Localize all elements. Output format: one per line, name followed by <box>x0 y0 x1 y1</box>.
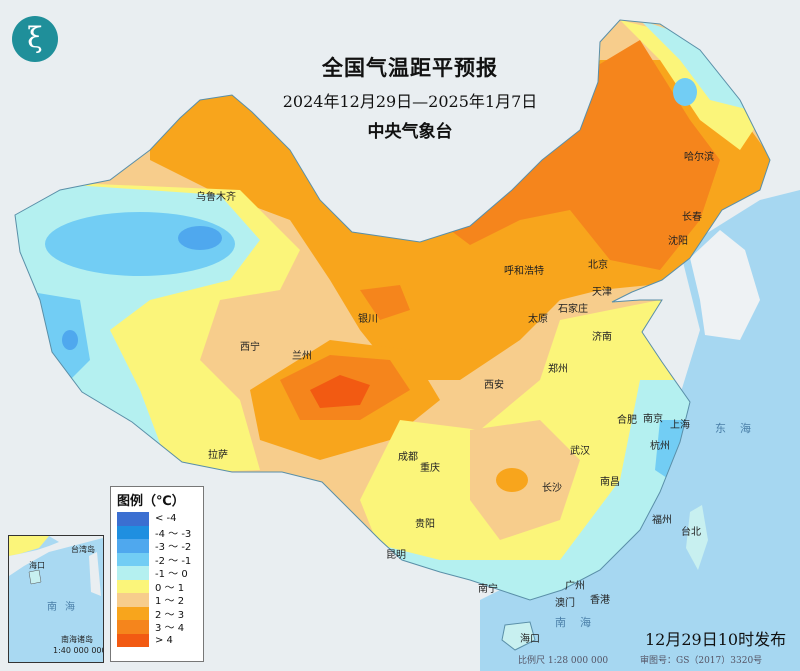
city-label: 南宁 <box>478 584 498 595</box>
legend-label: -4 ～ -3 <box>155 528 192 540</box>
city-label: 太原 <box>528 314 548 325</box>
map-scale: 比例尺 1:28 000 000 <box>518 656 609 666</box>
city-label: 兰州 <box>292 351 312 362</box>
city-label: 重庆 <box>420 463 440 474</box>
city-label: 福州 <box>652 515 672 526</box>
legend-item: 0 ～ 1 <box>111 579 203 594</box>
legend-swatch <box>117 579 149 593</box>
city-label: 贵阳 <box>415 519 435 530</box>
map-title: 全国气温距平预报 <box>322 55 498 80</box>
legend-item: -4 ～ -3 <box>111 525 203 540</box>
legend-label: 3 ～ 4 <box>155 623 185 635</box>
city-label: 上海 <box>670 420 690 431</box>
inset-label-haikou: 海口 <box>29 561 45 570</box>
inset-sea-label: 南海 <box>47 602 83 613</box>
legend-label: -2 ～ -1 <box>155 555 192 567</box>
legend-label: 1 ～ 2 <box>155 596 185 608</box>
city-label: 长春 <box>682 212 702 223</box>
city-label: 天津 <box>592 287 612 298</box>
map-header: 全国气温距平预报 2024年12月29日—2025年1月7日 中央气象台 <box>260 52 560 142</box>
legend-swatch <box>117 566 149 580</box>
legend-title: 图例（℃） <box>117 494 185 509</box>
issued-time: 12月29日10时发布 <box>645 630 787 649</box>
city-label: 石家庄 <box>558 304 588 315</box>
legend-label: 2 ～ 3 <box>155 609 185 621</box>
legend-item: > 4 <box>111 633 203 647</box>
date-range: 2024年12月29日—2025年1月7日 <box>282 92 538 111</box>
city-label: 长沙 <box>542 483 562 494</box>
city-label: 合肥 <box>617 415 637 426</box>
korea-peninsula <box>690 230 760 340</box>
legend-swatch <box>117 593 149 607</box>
legend-item: < -4 <box>111 512 203 526</box>
city-label: 银川 <box>358 314 378 325</box>
legend-item: -1 ～ 0 <box>111 566 203 580</box>
legend-label: > 4 <box>155 634 173 646</box>
city-label: 北京 <box>588 260 608 271</box>
legend-swatch <box>117 606 149 620</box>
taiwan <box>686 505 708 570</box>
legend-swatch <box>117 512 149 526</box>
legend-item: 1 ～ 2 <box>111 593 203 607</box>
sea-label-south: 南海 <box>555 616 605 629</box>
map-approval-number: 审图号：GS（2017）3320号 <box>640 656 763 666</box>
legend-item: -3 ～ -2 <box>111 539 203 553</box>
city-label: 海口 <box>520 634 540 645</box>
legend-swatch <box>117 539 149 553</box>
city-label: 哈尔滨 <box>684 152 714 163</box>
city-label: 拉萨 <box>208 450 228 461</box>
city-label: 澳门 <box>555 598 575 609</box>
city-label: 杭州 <box>650 441 670 452</box>
china-border <box>14 19 771 601</box>
inset-map <box>9 536 103 596</box>
legend-swatch <box>117 620 149 634</box>
legend-swatch <box>117 525 149 539</box>
legend-label: -1 ～ 0 <box>155 569 188 581</box>
inset-scale: 1:40 000 000 <box>53 646 104 655</box>
agency-name: 中央气象台 <box>367 122 453 142</box>
city-label: 西宁 <box>240 342 260 353</box>
city-label: 成都 <box>398 452 418 463</box>
legend-item: 3 ～ 4 <box>111 620 203 634</box>
city-label: 南京 <box>643 414 663 425</box>
hainan-island <box>501 621 536 651</box>
city-label: 昆明 <box>386 550 406 561</box>
legend-swatch <box>117 633 149 647</box>
legend-item: -2 ～ -1 <box>111 552 203 567</box>
city-label: 台北 <box>681 527 701 538</box>
city-label: 西安 <box>484 380 504 391</box>
city-label: 广州 <box>565 581 585 592</box>
south-china-sea-inset: 海口 台湾岛 南海 南海诸岛 1:40 000 000 <box>8 535 104 663</box>
inset-label-taiwan: 台湾岛 <box>71 545 95 554</box>
city-label: 呼和浩特 <box>504 266 544 277</box>
sea-label-east: 东海 <box>715 422 765 435</box>
legend-item: 2 ～ 3 <box>111 606 203 621</box>
inset-title: 南海诸岛 <box>61 635 93 644</box>
legend-label: 0 ～ 1 <box>155 582 185 594</box>
city-label: 济南 <box>592 332 612 343</box>
legend-swatch <box>117 552 149 566</box>
city-label: 香港 <box>590 595 610 606</box>
cma-logo-icon: ξ <box>12 16 58 62</box>
legend-label: < -4 <box>155 513 177 525</box>
city-label: 武汉 <box>570 446 590 457</box>
city-label: 沈阳 <box>668 236 688 247</box>
city-label: 乌鲁木齐 <box>196 192 236 203</box>
city-label: 南昌 <box>600 477 620 488</box>
city-label: 郑州 <box>548 364 568 375</box>
legend-label: -3 ～ -2 <box>155 542 192 554</box>
